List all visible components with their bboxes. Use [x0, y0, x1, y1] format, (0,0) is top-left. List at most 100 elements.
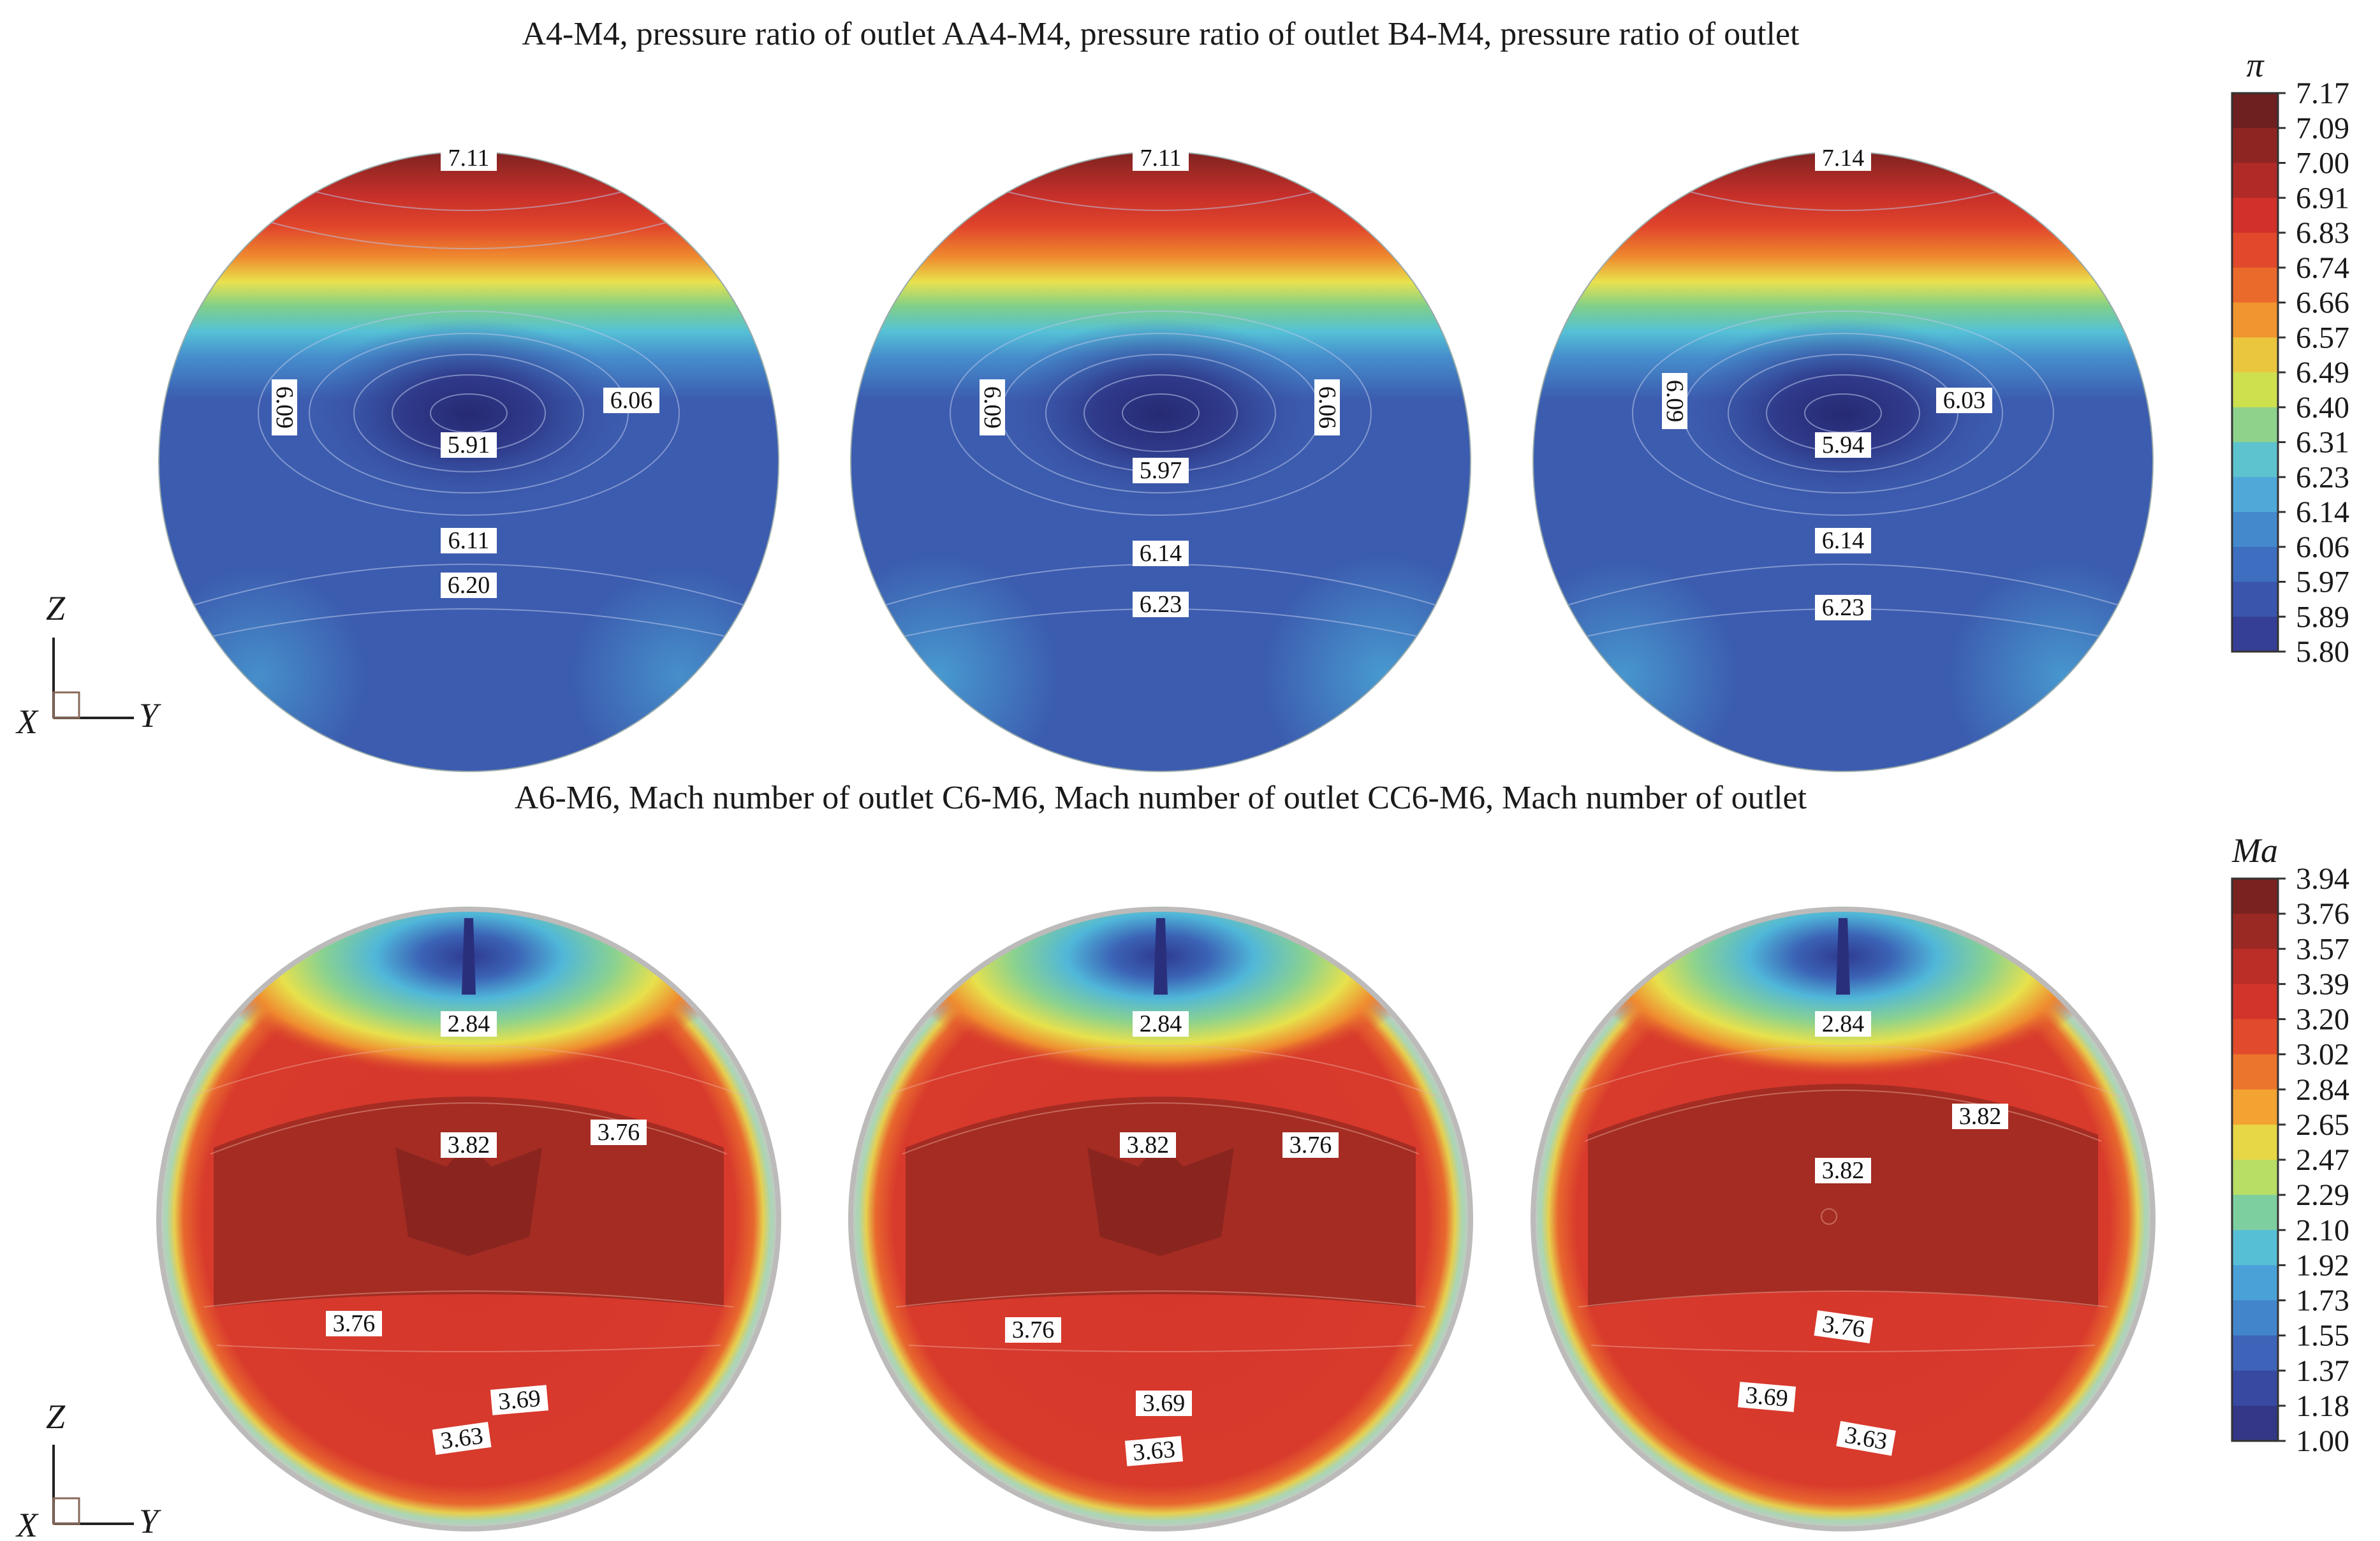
colorbar-tick-label: 3.39: [2296, 967, 2349, 1001]
colorbar-tick-label: 6.14: [2296, 495, 2349, 529]
colorbar-swatch: [2232, 477, 2278, 513]
contour-label: 7.14: [1815, 145, 1871, 172]
svg-text:7.14: 7.14: [1822, 145, 1865, 172]
axis-triad-top: Z X Y: [15, 589, 161, 741]
colorbar-tick-label: 2.29: [2296, 1178, 2349, 1212]
colorbar-swatch: [2232, 512, 2278, 548]
contour-label: 3.82: [1952, 1103, 2008, 1130]
colorbar-tick-label: 3.57: [2296, 932, 2349, 966]
svg-text:6.20: 6.20: [448, 572, 490, 599]
contour-label: 7.11: [1133, 145, 1189, 172]
svg-text:5.97: 5.97: [1140, 457, 1182, 484]
colorbar-swatch: [2232, 128, 2278, 164]
contour-label: 6.23: [1815, 594, 1871, 621]
colorbar-swatch: [2232, 546, 2278, 583]
colorbar-tick-label: 7.17: [2296, 77, 2349, 110]
colorbar-tick-label: 6.66: [2296, 286, 2349, 320]
colorbar-tick-label: 1.00: [2296, 1424, 2349, 1458]
svg-text:5.94: 5.94: [1822, 432, 1865, 458]
colorbar-swatch: [2232, 1019, 2278, 1055]
colorbar-tick-label: 1.37: [2296, 1354, 2349, 1388]
contour-label: 3.76: [1282, 1132, 1339, 1158]
colorbar-tick-label: 7.09: [2296, 112, 2349, 145]
svg-text:3.76: 3.76: [1012, 1317, 1055, 1343]
svg-text:6.09: 6.09: [1661, 380, 1688, 423]
contour-label: 3.82: [441, 1132, 497, 1158]
colorbar-pressure: 7.177.097.006.916.836.746.666.576.496.40…: [2231, 46, 2349, 669]
colorbar-tick-label: 7.00: [2296, 147, 2349, 180]
colorbar-swatch: [2232, 372, 2278, 408]
svg-text:3.76: 3.76: [1289, 1132, 1332, 1158]
colorbar-tick-label: 5.97: [2296, 566, 2349, 599]
svg-text:3.82: 3.82: [1127, 1132, 1170, 1158]
colorbar-swatch: [2232, 267, 2278, 303]
contour-label: 3.76: [1005, 1317, 1061, 1343]
colorbar-tick-label: 6.06: [2296, 530, 2349, 564]
svg-text:3.76: 3.76: [333, 1310, 376, 1337]
colorbar-swatch: [2232, 1195, 2278, 1231]
contour-label: 3.69: [1136, 1390, 1192, 1417]
pressure-panel-aa4: [850, 151, 1471, 772]
contour-label: 3.63: [1124, 1436, 1184, 1466]
colorbar-swatch: [2232, 1124, 2278, 1160]
mach-panel-c6: [848, 907, 1473, 1531]
colorbar-swatch: [2232, 233, 2278, 268]
svg-text:3.63: 3.63: [439, 1422, 485, 1455]
colorbar-swatch: [2232, 1089, 2278, 1125]
colorbar-tick-label: 1.55: [2296, 1319, 2349, 1353]
svg-text:2.84: 2.84: [448, 1011, 490, 1037]
colorbar-swatch: [2232, 337, 2278, 373]
contour-label: 6.20: [441, 572, 497, 599]
colorbar-title: π: [2246, 46, 2265, 84]
axis-label-y: Y: [139, 1502, 161, 1540]
colorbar-tick-label: 3.94: [2296, 862, 2349, 896]
colorbar-swatch: [2232, 1265, 2278, 1301]
svg-text:3.76: 3.76: [1821, 1311, 1867, 1343]
colorbar-swatch: [2232, 198, 2278, 233]
colorbar-tick-label: 2.47: [2296, 1143, 2349, 1177]
colorbar-swatch: [2232, 302, 2278, 339]
colorbar-swatch: [2232, 163, 2278, 199]
colorbar-tick-label: 6.23: [2296, 460, 2349, 494]
svg-text:2.84: 2.84: [1822, 1011, 1865, 1037]
colorbar-swatch: [2232, 914, 2278, 950]
contour-label: 6.14: [1815, 527, 1871, 554]
colorbar-swatch: [2232, 93, 2278, 129]
colorbar-swatch: [2232, 1160, 2278, 1196]
colorbar-tick-label: 3.20: [2296, 1003, 2349, 1037]
colorbar-swatch: [2232, 879, 2278, 915]
axis-label-y: Y: [139, 696, 161, 734]
svg-text:6.14: 6.14: [1822, 527, 1865, 554]
contour-label: 7.11: [441, 145, 497, 172]
colorbar-tick-label: 6.31: [2296, 426, 2349, 460]
colorbar-swatch: [2232, 1370, 2278, 1406]
svg-text:6.06: 6.06: [610, 387, 653, 414]
colorbar-tick-label: 1.18: [2296, 1389, 2349, 1423]
contour-label: 6.23: [1133, 591, 1189, 618]
contour-label: 6.09: [1661, 373, 1688, 429]
contour-label: 6.09: [979, 379, 1006, 435]
colorbar-swatch: [2232, 407, 2278, 443]
svg-text:6.06: 6.06: [1314, 386, 1341, 429]
colorbar-swatch: [2232, 1335, 2278, 1371]
colorbar-tick-label: 6.74: [2296, 251, 2349, 285]
svg-text:2.84: 2.84: [1140, 1011, 1182, 1037]
pressure-panel-a4: [158, 151, 779, 772]
contour-label: 3.63: [432, 1422, 492, 1455]
colorbar-mach: 3.943.763.573.393.203.022.842.652.472.29…: [2231, 831, 2349, 1458]
colorbar-swatch: [2232, 1405, 2278, 1442]
svg-text:6.09: 6.09: [979, 386, 1006, 429]
svg-text:3.69: 3.69: [1745, 1382, 1789, 1412]
colorbar-tick-label: 1.92: [2296, 1248, 2349, 1282]
contour-label: 2.84: [441, 1011, 497, 1037]
svg-text:7.11: 7.11: [448, 145, 489, 172]
contour-label: 6.03: [1936, 387, 1992, 414]
svg-text:7.11: 7.11: [1140, 145, 1181, 172]
axis-label-x: X: [15, 1506, 39, 1541]
svg-text:3.82: 3.82: [1959, 1103, 2002, 1130]
svg-text:3.82: 3.82: [1822, 1157, 1865, 1184]
colorbar-tick-label: 1.73: [2296, 1284, 2349, 1318]
colorbar-tick-label: 5.80: [2296, 635, 2349, 669]
contour-label: 5.97: [1133, 457, 1189, 484]
colorbar-tick-label: 6.91: [2296, 181, 2349, 215]
